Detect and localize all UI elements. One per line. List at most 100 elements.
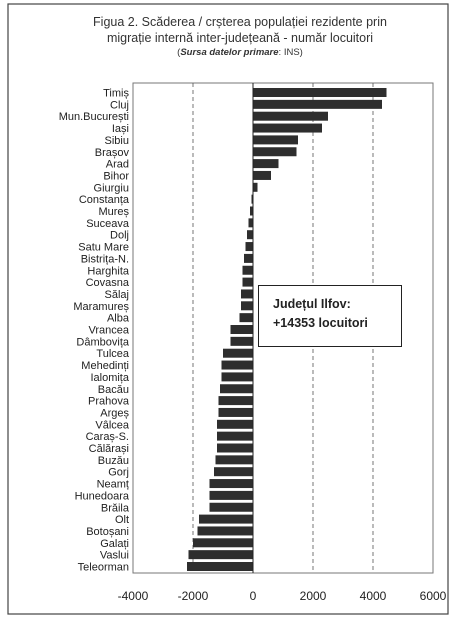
- category-label: Galați: [100, 538, 129, 550]
- bar: [209, 502, 253, 512]
- bar: [247, 230, 253, 240]
- bar: [221, 360, 253, 370]
- chart-source: (Sursa datelor primare: INS): [177, 47, 303, 58]
- category-label: Timiș: [103, 88, 129, 100]
- bar: [242, 277, 253, 287]
- bar: [253, 88, 387, 97]
- category-label: Hunedoara: [75, 490, 130, 502]
- category-label: Arad: [106, 159, 129, 171]
- category-label: Alba: [107, 313, 130, 325]
- bar: [218, 396, 253, 406]
- bar: [220, 384, 253, 394]
- bar: [253, 99, 382, 109]
- category-label: Bacău: [98, 384, 129, 396]
- category-label: Vrancea: [88, 325, 129, 337]
- bar: [241, 289, 253, 299]
- x-tick-labels: -4000 -2000 0 2000 4000 6000: [118, 589, 447, 603]
- category-label: Argeș: [100, 407, 129, 419]
- ilfov-annotation: Județul Ilfov: +14353 locuitori: [258, 285, 402, 347]
- category-label: Constanța: [79, 194, 130, 206]
- category-label: Prahova: [88, 396, 130, 408]
- x-tick-label: 6000: [420, 589, 447, 603]
- category-label: Caraș-S.: [86, 431, 129, 443]
- bar: [187, 562, 253, 571]
- bar: [215, 455, 253, 465]
- category-label: Harghita: [87, 265, 129, 277]
- category-label: Bistrița-N.: [81, 253, 129, 265]
- bar: [217, 419, 253, 429]
- x-tick-label: 0: [250, 589, 257, 603]
- category-label: Dolj: [110, 230, 129, 242]
- bar: [241, 301, 253, 311]
- bar: [253, 123, 322, 133]
- category-labels: TimișClujMun.BucureștiIașiSibiuBrașovAra…: [59, 88, 130, 574]
- bar: [248, 218, 253, 228]
- category-label: Ialomița: [90, 372, 129, 384]
- x-tick-label: -4000: [118, 589, 149, 603]
- category-label: Botoșani: [86, 526, 129, 538]
- bar: [253, 147, 297, 157]
- category-label: Tulcea: [96, 348, 129, 360]
- bar: [253, 170, 271, 180]
- x-tick-label: 2000: [300, 589, 327, 603]
- category-label: Suceava: [86, 218, 130, 230]
- category-label: Iași: [112, 123, 129, 135]
- bar: [239, 313, 253, 323]
- bar: [253, 135, 298, 145]
- bar: [193, 538, 253, 548]
- bar: [230, 336, 253, 346]
- x-tick-label: 4000: [360, 589, 387, 603]
- bar: [245, 242, 253, 252]
- bar: [223, 348, 253, 358]
- bar: [218, 407, 253, 417]
- category-label: Vâlcea: [95, 419, 130, 431]
- bar: [244, 253, 253, 263]
- category-label: Brașov: [95, 147, 130, 159]
- bar: [214, 467, 253, 477]
- bar: [217, 431, 253, 441]
- annotation-line-1: Județul Ilfov:: [273, 297, 351, 311]
- chart-title-line-1: Figua 2. Scăderea / crșterea populației …: [93, 15, 387, 29]
- bar: [251, 194, 253, 204]
- category-label: Maramureș: [73, 301, 129, 313]
- bar: [253, 111, 328, 121]
- category-label: Olt: [115, 514, 129, 526]
- category-label: Neamț: [97, 479, 129, 491]
- category-label: Gorj: [108, 467, 129, 479]
- bars: [187, 83, 387, 573]
- bar: [209, 490, 253, 500]
- category-label: Bihor: [103, 170, 129, 182]
- bar: [197, 526, 253, 536]
- bar: [253, 159, 279, 169]
- category-label: Sălaj: [105, 289, 129, 301]
- chart-title-block: Figua 2. Scăderea / crșterea populației …: [40, 14, 440, 60]
- category-label: Vaslui: [100, 550, 129, 562]
- bar: [253, 182, 258, 192]
- category-label: Mureș: [98, 206, 129, 218]
- category-label: Dâmbovița: [76, 336, 129, 348]
- category-label: Satu Mare: [78, 242, 129, 254]
- bar: [188, 550, 253, 560]
- bar: [209, 479, 253, 489]
- category-label: Buzău: [98, 455, 129, 467]
- category-label: Călărași: [89, 443, 129, 455]
- bar: [221, 372, 253, 382]
- category-label: Teleorman: [78, 562, 129, 574]
- category-label: Cluj: [110, 99, 129, 111]
- category-label: Giurgiu: [94, 182, 129, 194]
- bar: [242, 265, 253, 275]
- bar: [230, 325, 253, 334]
- bar: [217, 443, 253, 453]
- category-label: Mun.București: [59, 111, 129, 123]
- category-label: Mehedinți: [81, 360, 129, 372]
- x-tick-label: -2000: [178, 589, 209, 603]
- annotation-line-2: +14353 locuitori: [273, 316, 368, 330]
- chart-title-line-2: migrație internă inter-județeană - număr…: [106, 31, 374, 45]
- bar: [199, 514, 253, 524]
- source-value: : INS): [278, 47, 303, 58]
- category-label: Brăila: [101, 502, 130, 514]
- bar: [250, 206, 253, 216]
- source-label: Sursa datelor primare: [180, 47, 279, 58]
- category-label: Sibiu: [105, 135, 129, 147]
